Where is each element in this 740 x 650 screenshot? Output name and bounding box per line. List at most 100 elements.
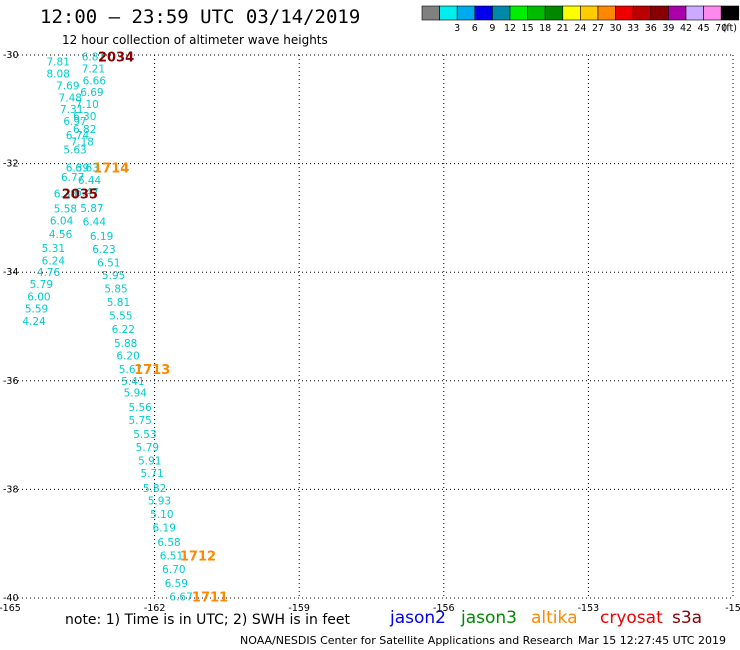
wave-height-point: 7.10: [75, 99, 98, 111]
wave-height-point: 5.63: [63, 144, 86, 156]
wave-height-point: 6.00: [27, 292, 50, 304]
wave-height-point: 6.47: [75, 187, 98, 199]
legend-label: 36: [645, 23, 657, 34]
pass-time-label: 1713: [134, 363, 170, 378]
wave-height-point: 6.63: [75, 162, 98, 174]
wave-height-point: 5.75: [128, 415, 151, 427]
wave-height-point: 6.04: [50, 216, 74, 228]
wave-height-point: 5.71: [140, 468, 163, 480]
wave-height-point: 6.24: [42, 255, 66, 267]
wave-height-point: 5.82: [143, 483, 166, 495]
legend-unit: (ft): [723, 23, 737, 34]
pass-time-label: 2035: [62, 187, 98, 202]
legend-label: 3: [454, 23, 460, 34]
legend-swatch: [720, 5, 740, 21]
legend-label: 39: [662, 23, 674, 34]
legend-label: 9: [489, 23, 495, 34]
wave-height-point: 6.70: [162, 564, 185, 576]
wave-height-point: 5.94: [124, 388, 148, 400]
wave-height-point: 5.55: [109, 311, 132, 323]
wave-height-point: 6.19: [153, 522, 176, 534]
mission-label-jason3: jason3: [461, 608, 517, 628]
wave-height-point: 6.97: [63, 116, 86, 128]
legend-label: 24: [574, 23, 586, 34]
wave-height-point: 6.51: [160, 551, 183, 563]
wave-height-point: 5.87: [80, 203, 103, 215]
legend-label: 21: [557, 23, 569, 34]
wave-height-point: 6.67: [169, 591, 192, 603]
wave-height-point: 7.31: [60, 104, 83, 116]
mission-label-cryosat: cryosat: [600, 608, 663, 628]
wave-height-point: 5.67: [119, 364, 142, 376]
x-tick-label: -165: [0, 603, 21, 614]
legend-label: 42: [680, 23, 692, 34]
wave-height-point: 5.31: [42, 243, 65, 255]
wave-height-point: 5.56: [128, 402, 152, 414]
wave-height-point: 7.81: [47, 57, 70, 69]
legend-label: 18: [539, 23, 551, 34]
wave-height-point: 6.19: [90, 231, 113, 243]
wave-height-point: 5.93: [148, 495, 171, 507]
wave-height-point: 5.53: [133, 429, 156, 441]
wave-height-point: 6.44: [78, 175, 102, 187]
wave-height-point: 4.56: [49, 229, 73, 241]
legend-label: 33: [627, 23, 639, 34]
wave-height-point: 6.30: [73, 111, 96, 123]
footer-note: note: 1) Time is in UTC; 2) SWH is in fe…: [65, 612, 351, 628]
y-tick-label: -32: [3, 159, 19, 170]
wave-height-point: 7.48: [59, 92, 82, 104]
legend-label: 15: [522, 23, 534, 34]
wave-height-point: 5.85: [104, 283, 127, 295]
wave-height-point: 6.20: [116, 350, 139, 362]
wave-height-point: 5.79: [30, 279, 53, 291]
generated-timestamp: Mar 15 12:27:45 UTC 2019: [578, 634, 726, 647]
page-title: 12:00 – 23:59 UTC 03/14/2019: [40, 6, 361, 28]
pass-time-label: 1712: [180, 550, 216, 565]
x-tick-label: -153: [578, 603, 600, 614]
wave-height-point: 6.82: [73, 124, 96, 136]
wave-height-point: 6.51: [97, 257, 120, 269]
legend-label: 12: [504, 23, 516, 34]
y-tick-label: -30: [3, 50, 19, 61]
wave-height-point: 5.91: [138, 456, 161, 468]
color-scale-legend: 3 6 9 12 15 18 21 24 27 30 33 36 39 42 45 70(ft): [421, 5, 740, 34]
legend-label: 27: [592, 23, 604, 34]
wave-height-point: 8.08: [47, 68, 70, 80]
x-tick-label: -15: [725, 603, 740, 614]
legend-label: 6: [472, 23, 478, 34]
wave-height-point: 6.74: [66, 130, 90, 142]
wave-height-point: 7.18: [71, 136, 94, 148]
x-tick-label: -156: [433, 603, 455, 614]
wave-height-point: 6.77: [61, 172, 84, 184]
x-tick-label: -159: [288, 603, 310, 614]
pass-time-label: 1711: [192, 590, 228, 605]
wave-height-point: 6.66: [83, 76, 107, 88]
wave-height-point: 6.23: [92, 244, 115, 256]
wave-height-point: 5.10: [150, 509, 173, 521]
legend-label: 70: [715, 23, 727, 34]
wave-height-point: 5.88: [114, 338, 137, 350]
wave-height-point: 6.39: [66, 162, 89, 174]
wave-height-point: 6.58: [157, 537, 180, 549]
page-subtitle: 12 hour collection of altimeter wave hei…: [62, 33, 328, 47]
wave-height-point: 5.95: [102, 270, 125, 282]
y-tick-label: -34: [3, 267, 19, 278]
mission-label-altika: altika: [531, 608, 578, 628]
wave-height-point: 6.38: [54, 188, 77, 200]
y-tick-label: -36: [3, 376, 19, 387]
wave-height-point: 7.69: [56, 80, 79, 92]
wave-height-point: 6.22: [112, 324, 135, 336]
wave-height-point: 4.24: [22, 316, 46, 328]
y-tick-label: -38: [3, 484, 19, 495]
wave-height-point: 6.59: [165, 578, 188, 590]
wave-height-point: 5.41: [121, 376, 144, 388]
wave-height-point: 5.79: [136, 442, 159, 454]
wave-height-point: 5.59: [25, 304, 48, 316]
wave-height-point: 6.44: [83, 217, 107, 229]
pass-time-label: 1714: [93, 161, 129, 176]
y-tick-label: -40: [3, 593, 19, 604]
x-tick-label: -162: [144, 603, 166, 614]
legend-label: 30: [610, 23, 622, 34]
